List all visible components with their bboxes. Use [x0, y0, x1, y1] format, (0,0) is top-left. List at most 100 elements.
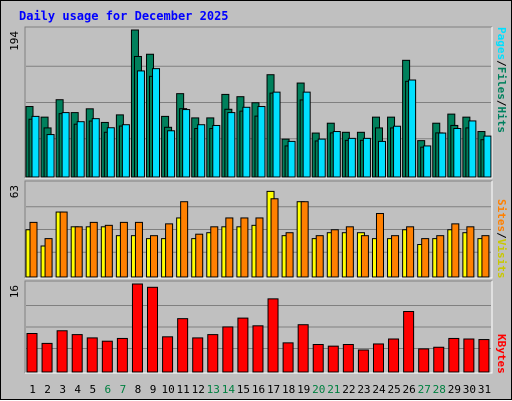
- bar-sites: [89, 221, 98, 278]
- bar-sites: [345, 226, 354, 278]
- x-tick-label: 23: [357, 383, 370, 396]
- bar-kbytes: [56, 330, 68, 373]
- bar-pages: [272, 91, 281, 178]
- bar-pages: [483, 135, 492, 178]
- legend-kbytes: KBytes: [495, 334, 508, 374]
- x-tick-label: 15: [237, 383, 250, 396]
- bar-kbytes: [131, 283, 143, 373]
- bar-sites: [195, 233, 204, 278]
- bar-kbytes: [41, 342, 53, 373]
- x-tick-label: 10: [161, 383, 174, 396]
- bar-kbytes: [252, 325, 264, 373]
- x-tick-label: 11: [177, 383, 190, 396]
- panel-kbytes-highlight: [25, 281, 493, 374]
- bar-pages: [61, 112, 70, 178]
- bar-sites: [406, 226, 415, 278]
- bar-pages: [152, 68, 161, 178]
- legend-hits-files-pages-part: /: [495, 100, 508, 107]
- panel-hits-highlight: [25, 27, 493, 179]
- bar-sites: [285, 232, 294, 278]
- bar-pages: [302, 91, 311, 178]
- bar-kbytes: [162, 336, 174, 373]
- x-tick-label: 16: [252, 383, 265, 396]
- bar-pages: [423, 145, 432, 178]
- y-max-label-hits: 194: [8, 31, 21, 51]
- x-tick-label: 30: [463, 383, 476, 396]
- panel-visits-shadow: [24, 180, 492, 278]
- bar-sites: [436, 235, 445, 278]
- bar-kbytes: [222, 326, 234, 373]
- x-tick-label: 24: [372, 383, 386, 396]
- bar-pages: [197, 124, 206, 178]
- x-tick-label: 22: [342, 383, 355, 396]
- legend-hits-files-pages-part: /: [495, 60, 508, 67]
- bar-kbytes: [297, 324, 309, 373]
- x-tick-label: 12: [192, 383, 205, 396]
- bar-kbytes: [342, 344, 354, 373]
- bar-pages: [136, 70, 145, 178]
- bar-sites: [360, 235, 369, 278]
- bar-sites: [134, 221, 143, 278]
- bar-pages: [362, 137, 371, 178]
- bar-sites: [74, 226, 83, 278]
- legend-visits-sites-part: Sites: [495, 199, 508, 232]
- bar-kbytes: [26, 333, 38, 373]
- panel-hits-shadow: [24, 26, 492, 178]
- bar-sites: [330, 229, 339, 278]
- x-tick-label: 21: [327, 383, 340, 396]
- bar-pages: [182, 109, 191, 178]
- x-tick-label: 25: [387, 383, 400, 396]
- bar-pages: [438, 132, 447, 178]
- bar-sites: [225, 217, 234, 278]
- bar-sites: [150, 235, 159, 278]
- bar-kbytes: [147, 286, 159, 373]
- y-max-label-kbytes: 16: [8, 285, 21, 298]
- legend-kbytes-part: KBytes: [495, 334, 508, 374]
- bar-pages: [227, 112, 236, 178]
- bar-kbytes: [267, 298, 279, 373]
- bar-sites: [104, 224, 113, 278]
- bar-kbytes: [478, 339, 490, 373]
- bar-pages: [287, 140, 296, 178]
- bar-kbytes: [327, 345, 339, 373]
- bar-kbytes: [463, 338, 475, 373]
- bar-kbytes: [86, 337, 98, 373]
- legend-visits-sites-part: Visits: [495, 239, 508, 279]
- bar-sites: [466, 226, 475, 278]
- bar-pages: [167, 130, 176, 178]
- x-tick-label: 3: [59, 383, 66, 396]
- bar-pages: [332, 131, 341, 178]
- bar-kbytes: [101, 340, 113, 373]
- bar-kbytes: [418, 348, 430, 373]
- x-tick-label: 17: [267, 383, 280, 396]
- bar-sites: [375, 213, 384, 278]
- legend-hits-files-pages: Pages/Files/Hits: [495, 27, 508, 133]
- bar-kbytes: [116, 337, 128, 373]
- x-tick-label: 9: [150, 383, 157, 396]
- bar-kbytes: [312, 344, 324, 373]
- x-tick-label: 6: [105, 383, 112, 396]
- bar-sites: [270, 198, 279, 278]
- x-tick-label: 19: [297, 383, 310, 396]
- legend-hits-files-pages-part: Hits: [495, 107, 508, 134]
- bar-kbytes: [192, 337, 204, 373]
- legend-hits-files-pages-part: Pages: [495, 27, 508, 60]
- bar-pages: [468, 120, 477, 178]
- bar-kbytes: [403, 311, 415, 373]
- bar-pages: [212, 124, 221, 178]
- bar-sites: [240, 217, 249, 278]
- x-tick-label: 28: [433, 383, 446, 396]
- panel-visits-highlight: [25, 181, 493, 279]
- legend-visits-sites: Sites/Visits: [495, 199, 508, 279]
- bar-sites: [180, 201, 189, 278]
- bar-sites: [255, 217, 264, 278]
- bar-pages: [408, 79, 417, 178]
- bar-sites: [29, 221, 38, 278]
- x-tick-label: 26: [403, 383, 416, 396]
- x-tick-label: 27: [418, 383, 431, 396]
- x-tick-label: 29: [448, 383, 461, 396]
- bar-pages: [106, 127, 115, 178]
- panel-kbytes-shadow: [24, 280, 492, 373]
- x-tick-label: 13: [207, 383, 220, 396]
